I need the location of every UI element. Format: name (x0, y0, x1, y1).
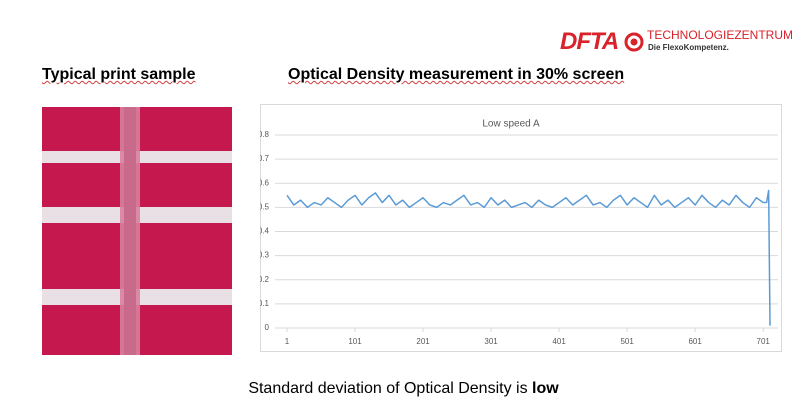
logo: DFTA TECHNOLOGIEZENTRUM Die FlexoKompete… (548, 22, 786, 60)
y-tick-label: 0.4 (260, 227, 270, 236)
logo-icon (624, 32, 644, 52)
heading-left: Typical print sample (42, 66, 196, 84)
heading-text: Optical Density measurement in 30% scree… (288, 66, 624, 83)
y-tick-label: 0.8 (260, 130, 270, 139)
x-tick-label: 301 (484, 337, 498, 346)
y-tick-label: 0.6 (260, 178, 270, 187)
heading-right: Optical Density measurement in 30% scree… (288, 66, 624, 84)
footer-emphasis: low (532, 380, 559, 397)
slide: DFTA TECHNOLOGIEZENTRUM Die FlexoKompete… (0, 0, 807, 414)
chart: Low speed A 0 0.1 0.2 0.3 0.4 0.5 0.6 0.7 0.8 1 10… (260, 104, 782, 352)
y-tick-label: 0.5 (260, 202, 270, 211)
footer-text: Standard deviation of Optical Density is (248, 380, 532, 397)
x-tick-label: 1 (285, 337, 290, 346)
x-tick-label: 501 (620, 337, 634, 346)
x-tick-label: 601 (688, 337, 702, 346)
y-tick-label: 0 (265, 323, 270, 332)
chart-title: Low speed A (482, 119, 540, 130)
y-tick-label: 0.7 (260, 154, 270, 163)
x-tick-label: 701 (757, 337, 771, 346)
y-tick-label: 0.1 (260, 299, 270, 308)
heading-text: Typical print sample (42, 66, 196, 83)
print-sample (42, 107, 232, 355)
x-tick-label: 201 (416, 337, 430, 346)
y-tick-label: 0.2 (260, 275, 270, 284)
footer: Standard deviation of Optical Density is… (0, 380, 807, 398)
y-tick-label: 0.3 (260, 251, 270, 260)
logo-name: TECHNOLOGIEZENTRUM (647, 28, 793, 42)
x-tick-label: 101 (348, 337, 362, 346)
x-tick-label: 401 (552, 337, 566, 346)
logo-tagline: Die FlexoKompetenz. (648, 43, 729, 52)
logo-brand: DFTA (560, 28, 618, 56)
